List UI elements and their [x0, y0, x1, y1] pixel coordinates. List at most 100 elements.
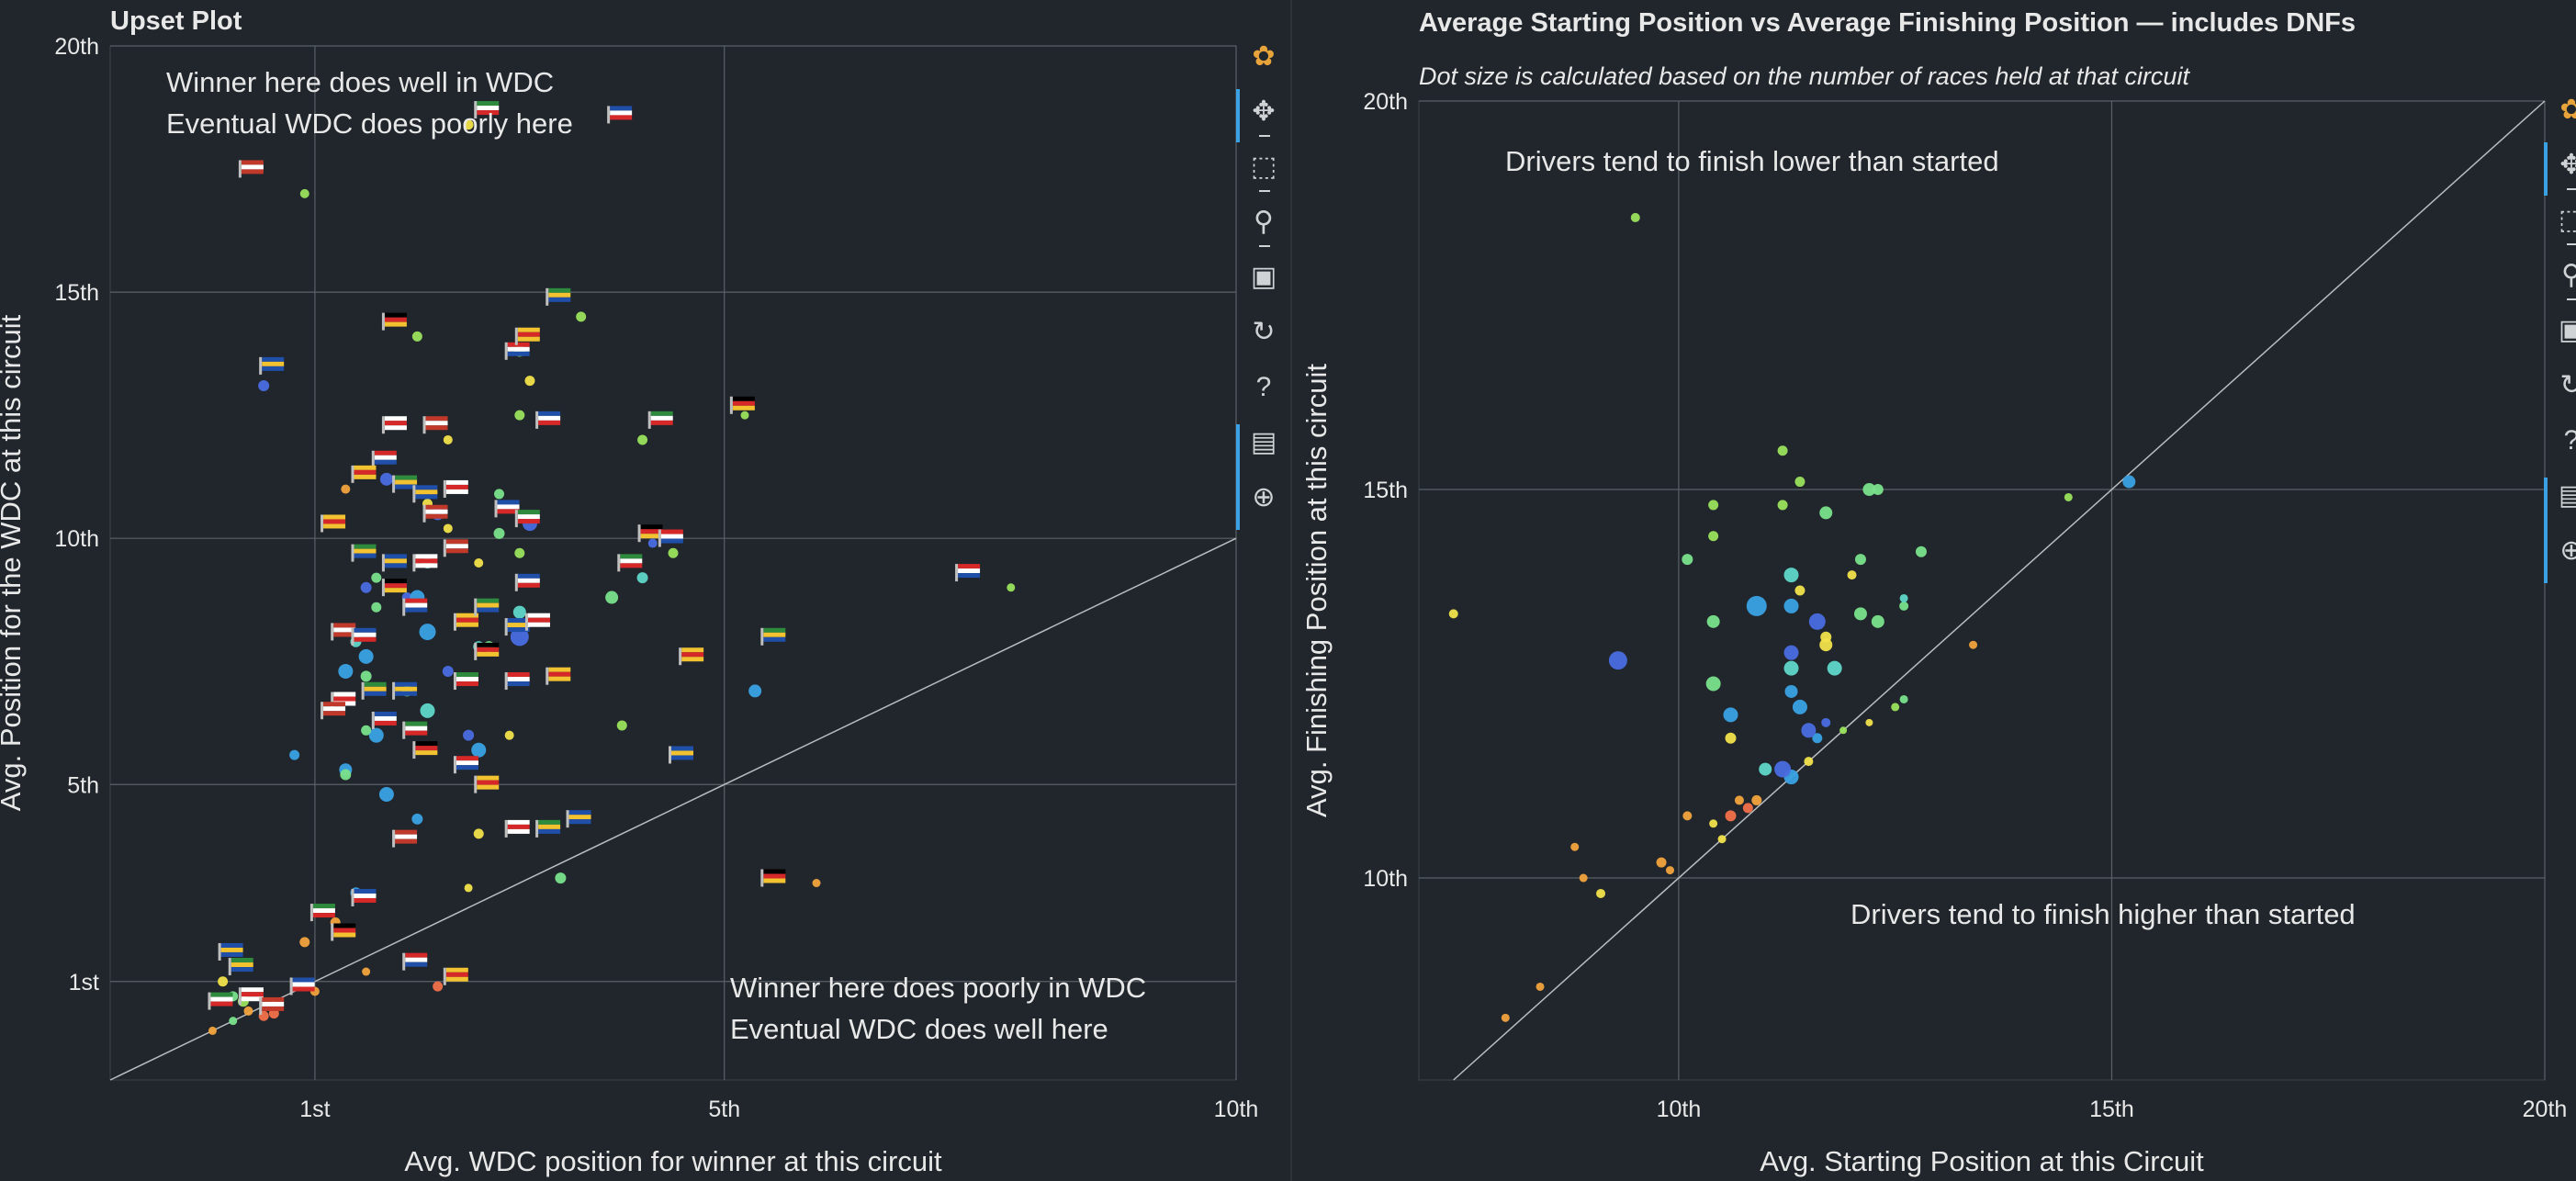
country-flag-marker[interactable]	[647, 411, 673, 429]
crosshair-icon[interactable]: ⊕	[1252, 482, 1276, 512]
bokeh-logo-icon[interactable]: ✿	[2559, 95, 2576, 125]
data-point[interactable]	[442, 665, 454, 677]
country-flag-marker[interactable]	[412, 741, 438, 759]
country-flag-marker[interactable]	[453, 672, 478, 691]
data-point[interactable]	[494, 489, 505, 500]
country-flag-marker[interactable]	[412, 485, 438, 503]
data-point[interactable]	[362, 967, 371, 976]
data-point[interactable]	[411, 331, 422, 342]
country-flag-marker[interactable]	[617, 554, 643, 572]
data-point[interactable]	[443, 523, 453, 534]
country-flag-marker[interactable]	[402, 721, 428, 739]
data-point[interactable]	[360, 581, 372, 593]
data-point[interactable]	[299, 937, 310, 948]
data-point[interactable]	[1708, 531, 1719, 542]
data-point[interactable]	[1899, 601, 1909, 611]
country-flag-marker[interactable]	[514, 327, 540, 345]
upset-plot[interactable]: Upset Plot 1st 5th 10th 1st 5th 10th 15th 20th Av…	[0, 0, 1286, 1181]
data-point[interactable]	[371, 602, 382, 613]
data-point[interactable]	[1969, 640, 1978, 649]
data-point[interactable]	[1794, 477, 1805, 488]
data-point[interactable]	[1862, 483, 1876, 497]
data-point[interactable]	[463, 729, 475, 741]
country-flag-marker[interactable]	[443, 539, 468, 557]
data-point[interactable]	[2064, 492, 2073, 501]
country-flag-marker[interactable]	[955, 564, 981, 582]
country-flag-marker[interactable]	[760, 627, 786, 646]
country-flag-marker[interactable]	[658, 529, 683, 547]
data-point[interactable]	[1783, 598, 1799, 613]
data-point[interactable]	[1794, 585, 1805, 596]
data-point[interactable]	[471, 742, 487, 758]
data-point[interactable]	[358, 648, 374, 664]
data-point[interactable]	[1682, 554, 1693, 566]
data-point[interactable]	[1777, 445, 1788, 456]
country-flag-marker[interactable]	[402, 598, 428, 616]
data-point[interactable]	[1871, 614, 1884, 628]
data-point[interactable]	[740, 411, 749, 420]
data-point[interactable]	[1742, 803, 1753, 814]
data-point[interactable]	[1891, 703, 1900, 712]
country-flag-marker[interactable]	[443, 479, 468, 498]
data-point[interactable]	[1448, 609, 1458, 619]
country-flag-marker[interactable]	[392, 829, 418, 848]
data-point[interactable]	[1820, 631, 1832, 643]
data-point[interactable]	[1682, 811, 1693, 821]
country-flag-marker[interactable]	[514, 510, 540, 528]
data-point[interactable]	[1717, 835, 1727, 844]
data-point[interactable]	[341, 484, 351, 494]
data-point[interactable]	[514, 547, 525, 558]
data-point[interactable]	[668, 547, 679, 558]
data-point[interactable]	[411, 813, 423, 825]
wheel-zoom-icon[interactable]: ⚲	[1254, 207, 1274, 237]
country-flag-marker[interactable]	[381, 579, 407, 597]
data-point[interactable]	[474, 558, 484, 568]
country-flag-marker[interactable]	[351, 627, 377, 646]
data-point[interactable]	[636, 572, 648, 584]
data-point[interactable]	[1872, 484, 1884, 496]
data-point[interactable]	[1501, 1013, 1510, 1022]
data-point[interactable]	[1705, 676, 1721, 692]
data-point[interactable]	[1827, 660, 1842, 676]
hover-icon[interactable]: ▤	[1250, 427, 1277, 457]
data-point[interactable]	[1774, 760, 1792, 778]
data-point[interactable]	[524, 376, 535, 387]
data-point[interactable]	[1915, 546, 1927, 557]
country-flag-marker[interactable]	[453, 756, 478, 774]
data-point[interactable]	[1630, 212, 1640, 222]
data-point[interactable]	[1853, 607, 1867, 621]
data-point[interactable]	[812, 879, 821, 888]
country-flag-marker[interactable]	[729, 396, 755, 414]
data-point[interactable]	[360, 670, 372, 682]
data-point[interactable]	[1777, 500, 1788, 511]
data-point[interactable]	[1783, 568, 1799, 583]
country-flag-marker[interactable]	[238, 987, 264, 1006]
box-zoom-icon[interactable]: ⬚	[1250, 152, 1277, 182]
data-point[interactable]	[1656, 857, 1667, 868]
country-flag-marker[interactable]	[392, 681, 418, 700]
country-flag-marker[interactable]	[535, 411, 561, 429]
country-flag-marker[interactable]	[546, 287, 571, 306]
data-point[interactable]	[493, 527, 505, 539]
box-zoom-icon[interactable]: ⬚	[2558, 205, 2576, 235]
country-flag-marker[interactable]	[381, 416, 407, 434]
country-flag-marker[interactable]	[474, 775, 500, 793]
country-flag-marker[interactable]	[331, 923, 356, 941]
data-point[interactable]	[258, 379, 270, 391]
data-point[interactable]	[1865, 718, 1873, 726]
data-point[interactable]	[1783, 660, 1799, 676]
data-point[interactable]	[338, 663, 354, 679]
data-point[interactable]	[1535, 982, 1545, 991]
data-point[interactable]	[1819, 506, 1833, 520]
country-flag-marker[interactable]	[453, 613, 478, 631]
country-flag-marker[interactable]	[504, 342, 530, 360]
pan-icon[interactable]: ✥	[1252, 96, 1276, 127]
data-point[interactable]	[514, 410, 525, 421]
data-point[interactable]	[1570, 842, 1580, 851]
data-point[interactable]	[419, 624, 436, 641]
country-flag-marker[interactable]	[351, 465, 377, 483]
bokeh-logo-icon[interactable]: ✿	[1252, 41, 1276, 72]
country-flag-marker[interactable]	[422, 416, 448, 434]
data-point[interactable]	[605, 590, 619, 604]
data-point[interactable]	[1734, 795, 1744, 805]
